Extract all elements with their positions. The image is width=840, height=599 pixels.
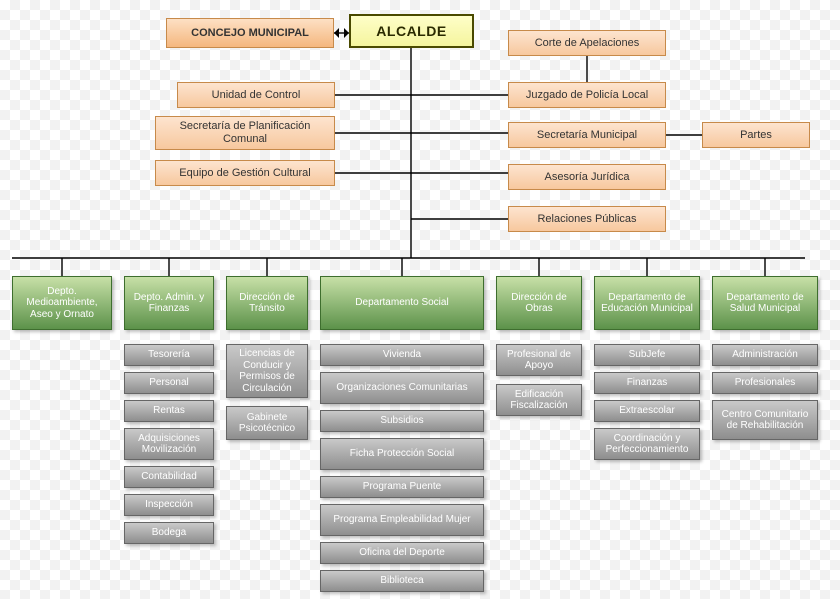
box-right-mid-2: Asesoría Jurídica	[508, 164, 666, 190]
box-col6-tail-0: Centro Comunitario de Rehabilitación	[712, 400, 818, 440]
box-col5-2: Extraescolar	[594, 400, 700, 422]
box-col3-3: Ficha Protección Social	[320, 438, 484, 470]
box-col3-1: Organizaciones Comunitarias	[320, 372, 484, 404]
box-right-mid-1: Secretaría Municipal	[508, 122, 666, 148]
box-dept-6: Departamento de Salud Municipal	[712, 276, 818, 330]
box-dept-1: Depto. Admin. y Finanzas	[124, 276, 214, 330]
box-col3-2: Subsidios	[320, 410, 484, 432]
box-col5-0: SubJefe	[594, 344, 700, 366]
box-col3-4: Programa Puente	[320, 476, 484, 498]
box-col5-1: Finanzas	[594, 372, 700, 394]
box-alcalde: ALCALDE	[349, 14, 474, 48]
box-right-mid-0: Juzgado de Policía Local	[508, 82, 666, 108]
box-dept-5: Departamento de Educación Municipal	[594, 276, 700, 330]
box-col1-1: Personal	[124, 372, 214, 394]
box-col1-0: Tesorería	[124, 344, 214, 366]
box-col4-adv-1: Edificación Fiscalización	[496, 384, 582, 416]
box-dept-3: Departamento Social	[320, 276, 484, 330]
box-left-mid-0: Unidad de Control	[177, 82, 335, 108]
box-col3-0: Vivienda	[320, 344, 484, 366]
box-col1-6: Bodega	[124, 522, 214, 544]
box-dept-2: Dirección de Tránsito	[226, 276, 308, 330]
box-col1-2: Rentas	[124, 400, 214, 422]
box-col5-tail-0: Coordinación y Perfeccionamiento	[594, 428, 700, 460]
box-left-mid-1: Secretaría de Planificación Comunal	[155, 116, 335, 150]
org-chart-stage: { "canvas": {"width": 840, "height": 599…	[0, 0, 840, 599]
box-corte-apelaciones: Corte de Apelaciones	[508, 30, 666, 56]
box-col3-6: Oficina del Deporte	[320, 542, 484, 564]
box-col1-5: Inspección	[124, 494, 214, 516]
box-col6-0: Administración	[712, 344, 818, 366]
box-col3-5: Programa Empleabilidad Mujer	[320, 504, 484, 536]
box-col1-4: Contabilidad	[124, 466, 214, 488]
box-col2-adv-1: Gabinete Psicotécnico	[226, 406, 308, 440]
box-dept-0: Depto. Medioambiente, Aseo y Ornato	[12, 276, 112, 330]
box-col3-7: Biblioteca	[320, 570, 484, 592]
box-col2-adv-0: Licencias de Conducir y Permisos de Circ…	[226, 344, 308, 398]
box-col4-adv-0: Profesional de Apoyo	[496, 344, 582, 376]
box-concejo-municipal: CONCEJO MUNICIPAL	[166, 18, 334, 48]
box-col1-3: Adquisiciones Movilización	[124, 428, 214, 460]
box-partes: Partes	[702, 122, 810, 148]
box-left-mid-2: Equipo de Gestión Cultural	[155, 160, 335, 186]
box-right-mid-3: Relaciones Públicas	[508, 206, 666, 232]
box-dept-4: Dirección de Obras	[496, 276, 582, 330]
box-col6-1: Profesionales	[712, 372, 818, 394]
